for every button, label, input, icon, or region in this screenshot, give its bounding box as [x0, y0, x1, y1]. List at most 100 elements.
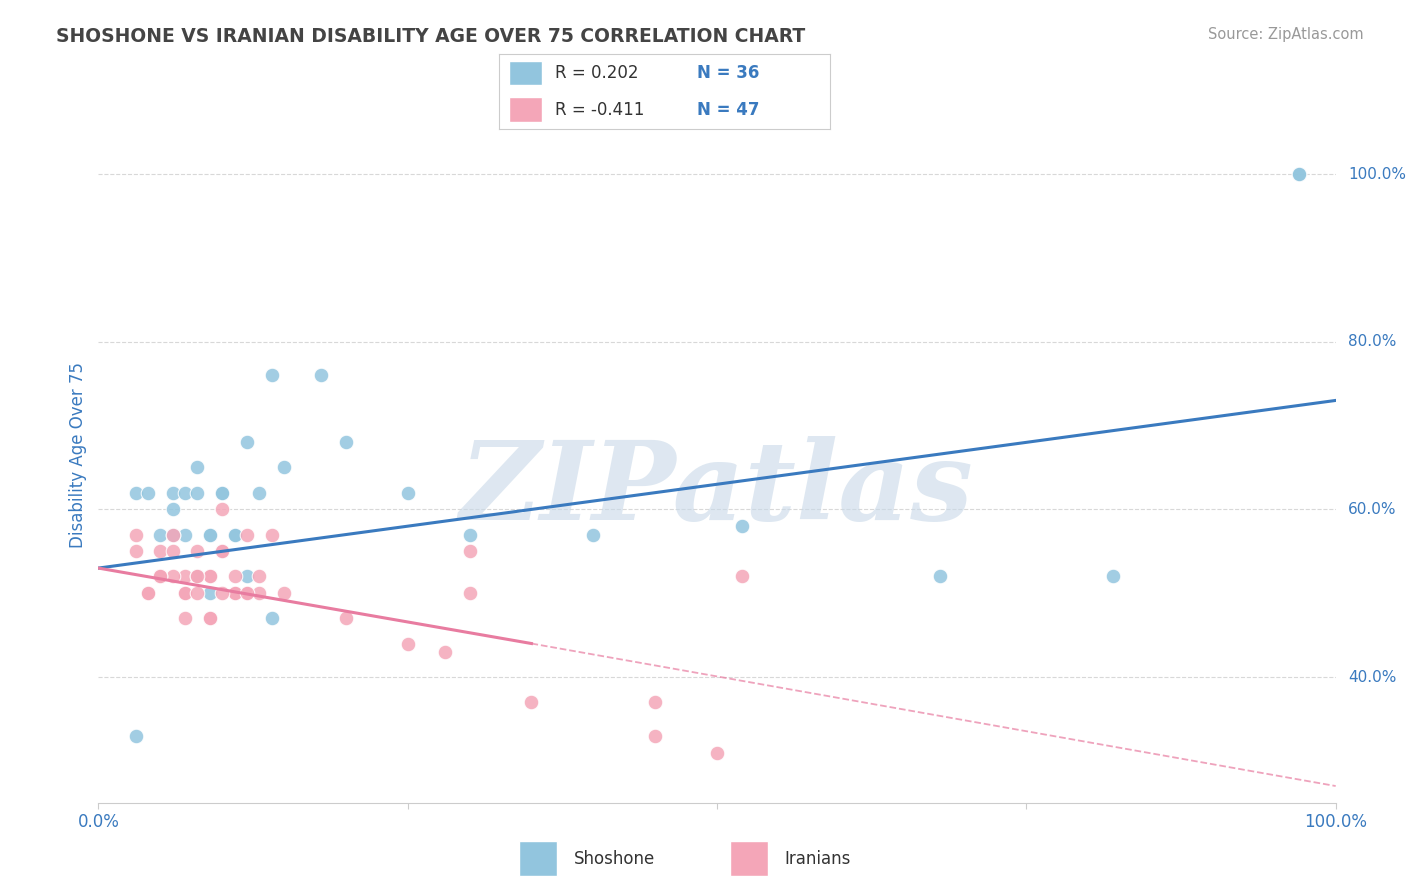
Point [124, 544, 146, 558]
Point [706, 746, 728, 760]
Point [124, 527, 146, 541]
Point [198, 527, 221, 541]
Point [198, 586, 221, 600]
Point [236, 527, 259, 541]
Point [162, 527, 184, 541]
Point [247, 569, 270, 583]
Text: SHOSHONE VS IRANIAN DISABILITY AGE OVER 75 CORRELATION CHART: SHOSHONE VS IRANIAN DISABILITY AGE OVER … [56, 27, 806, 45]
FancyBboxPatch shape [509, 62, 543, 86]
Point [211, 586, 233, 600]
Point [224, 586, 246, 600]
Point [396, 636, 419, 650]
Point [273, 586, 295, 600]
Point [124, 729, 146, 743]
Point [198, 569, 221, 583]
Point [335, 435, 357, 450]
Point [458, 544, 481, 558]
Point [458, 586, 481, 600]
Point [260, 527, 283, 541]
Text: N = 47: N = 47 [697, 101, 759, 119]
Point [928, 569, 950, 583]
Point [162, 527, 184, 541]
Point [174, 586, 197, 600]
Point [224, 586, 246, 600]
Point [247, 485, 270, 500]
FancyBboxPatch shape [730, 841, 768, 876]
Point [186, 544, 208, 558]
Text: R = 0.202: R = 0.202 [555, 64, 638, 82]
Point [162, 485, 184, 500]
Point [236, 586, 259, 600]
Point [186, 569, 208, 583]
Point [211, 485, 233, 500]
Point [644, 695, 666, 709]
Point [731, 519, 754, 533]
Point [162, 502, 184, 516]
Point [198, 611, 221, 625]
FancyBboxPatch shape [509, 97, 543, 122]
Point [731, 569, 754, 583]
Y-axis label: Disability Age Over 75: Disability Age Over 75 [69, 362, 87, 548]
Text: ZIPatlas: ZIPatlas [460, 436, 974, 543]
Text: N = 36: N = 36 [697, 64, 759, 82]
Point [162, 569, 184, 583]
Point [174, 527, 197, 541]
Point [236, 586, 259, 600]
Point [1288, 167, 1310, 181]
Point [136, 485, 159, 500]
Point [520, 695, 543, 709]
Point [396, 485, 419, 500]
Point [211, 544, 233, 558]
Point [582, 527, 605, 541]
Point [136, 586, 159, 600]
Point [224, 569, 246, 583]
Point [224, 527, 246, 541]
Point [174, 586, 197, 600]
Point [149, 569, 172, 583]
Point [1102, 569, 1125, 583]
Point [136, 586, 159, 600]
Point [309, 368, 332, 383]
Point [236, 569, 259, 583]
Point [433, 645, 456, 659]
Point [186, 569, 208, 583]
Point [149, 544, 172, 558]
Point [260, 368, 283, 383]
Point [211, 485, 233, 500]
Point [149, 527, 172, 541]
Text: 80.0%: 80.0% [1348, 334, 1396, 350]
Point [162, 544, 184, 558]
Point [149, 569, 172, 583]
Point [198, 527, 221, 541]
Point [174, 485, 197, 500]
Point [644, 729, 666, 743]
Text: Shoshone: Shoshone [574, 849, 655, 868]
Point [149, 569, 172, 583]
Point [458, 527, 481, 541]
Point [186, 569, 208, 583]
Point [124, 485, 146, 500]
Point [247, 586, 270, 600]
Text: 40.0%: 40.0% [1348, 670, 1396, 684]
Point [224, 527, 246, 541]
Text: 60.0%: 60.0% [1348, 502, 1396, 516]
Point [236, 435, 259, 450]
Text: R = -0.411: R = -0.411 [555, 101, 645, 119]
Point [335, 611, 357, 625]
Point [1288, 167, 1310, 181]
Point [211, 544, 233, 558]
Point [186, 586, 208, 600]
Point [211, 502, 233, 516]
Text: Iranians: Iranians [785, 849, 851, 868]
Point [174, 569, 197, 583]
Point [198, 569, 221, 583]
Point [186, 460, 208, 475]
Point [149, 569, 172, 583]
Point [273, 460, 295, 475]
Point [198, 611, 221, 625]
Point [186, 485, 208, 500]
Point [260, 611, 283, 625]
Point [174, 611, 197, 625]
Text: 100.0%: 100.0% [1348, 167, 1406, 182]
FancyBboxPatch shape [519, 841, 557, 876]
